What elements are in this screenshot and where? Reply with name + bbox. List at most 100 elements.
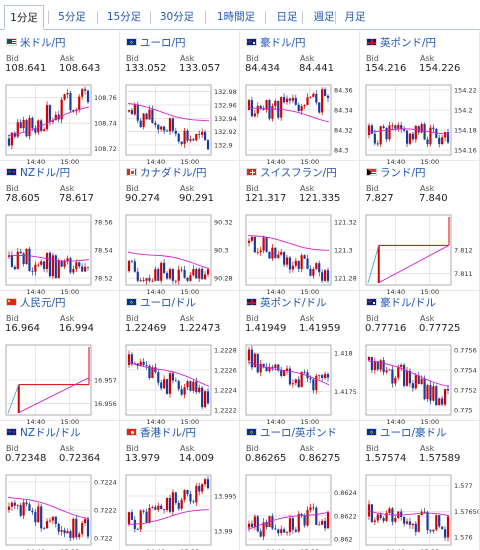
candle-body: [312, 379, 315, 391]
candle-body: [300, 255, 303, 269]
pair-title-link[interactable]: 豪ドル/円: [246, 36, 306, 50]
price-chart: 0.7224 0.7222 0.722 14:40 15:00: [5, 474, 117, 550]
candle-body: [247, 349, 251, 361]
y-tick-label: 0.722: [94, 535, 113, 543]
candle-body: [157, 372, 160, 383]
ask-label: Ask: [60, 314, 75, 323]
tab-2[interactable]: 15分足: [106, 11, 142, 23]
candle-body: [417, 126, 420, 133]
currency-panel[interactable]: 英ポンド/円 Bid Ask 154.216 154.226 154.22 154.2 154…: [360, 31, 480, 166]
pair-title-link[interactable]: ユーロ/英ポンド: [246, 426, 337, 440]
candle-body: [163, 126, 166, 131]
currency-panel[interactable]: 豪ドル/ドル Bid Ask 0.77716 0.77725 0.7756 0.7754 0.…: [360, 291, 480, 426]
candle-body: [78, 533, 81, 538]
pair-title-link[interactable]: ユーロ/ドル: [126, 296, 196, 310]
candle-body: [382, 360, 385, 373]
tab-4[interactable]: 1時間足: [216, 11, 256, 23]
candle-body: [10, 132, 14, 146]
pair-title-link[interactable]: 英ポンド/円: [366, 36, 436, 50]
series-line: [7, 384, 20, 414]
candle-body: [66, 258, 69, 262]
tab-7[interactable]: 月足: [344, 11, 366, 23]
candle-body: [142, 113, 145, 127]
tab-5[interactable]: 日足: [276, 11, 298, 23]
currency-panel[interactable]: 豪ドル/円 Bid Ask 84.434 84.441 84.36 84.34 84.32 84…: [240, 31, 360, 166]
ask-label: Ask: [60, 184, 75, 193]
y-tick-label: 0.7752: [454, 387, 477, 395]
currency-panel[interactable]: ユーロ/英ポンド Bid Ask 0.86265 0.86275 0.8624 0.8622…: [240, 421, 360, 550]
pair-title-link[interactable]: 人民元/円: [6, 296, 66, 310]
pair-title-link[interactable]: 英ポンド/ドル: [246, 296, 327, 310]
candle-body: [86, 519, 90, 537]
candle-body: [148, 507, 151, 523]
tab-separator: [150, 11, 151, 24]
y-tick-label: 154.2: [454, 107, 473, 115]
pair-title-link[interactable]: ユーロ/円: [126, 36, 186, 50]
currency-panel[interactable]: 米ドル/円 Bid Ask 108.641 108.643 108.76 108.74 108…: [0, 31, 120, 166]
candle-body: [163, 379, 166, 389]
candle-body: [408, 521, 412, 525]
candle-body: [297, 260, 300, 269]
currency-panel[interactable]: 英ポンド/ドル Bid Ask 1.41949 1.41959 1.418 1.4175 14…: [240, 291, 360, 426]
x-tick-label: 15:00: [300, 418, 319, 426]
pair-title-link[interactable]: NZドル/円: [6, 166, 70, 180]
pair-title-link[interactable]: NZドル/ドル: [6, 426, 81, 440]
y-tick-label: 0.775: [454, 407, 473, 415]
tab-1[interactable]: 5分足: [58, 11, 86, 23]
currency-panel[interactable]: 人民元/円 Bid Ask 16.964 16.994 16.957 16.956 14:40…: [0, 291, 120, 426]
currency-panel[interactable]: ユーロ/ドル Bid Ask 1.22469 1.22473 1.2228 1.2226 1.…: [120, 291, 240, 426]
candle-body: [291, 383, 294, 385]
candle-body: [271, 106, 274, 119]
pair-title-link[interactable]: 香港ドル/円: [126, 426, 196, 440]
tab-3[interactable]: 30分足: [159, 11, 195, 23]
ask-label: Ask: [300, 444, 315, 453]
candle-body: [72, 518, 75, 538]
candle-body: [136, 104, 139, 121]
candle-body: [145, 278, 148, 281]
x-tick-label: 15:00: [60, 288, 79, 296]
candle-body: [75, 262, 78, 270]
candle-body: [370, 125, 374, 134]
currency-panel[interactable]: ユーロ/円 Bid Ask 133.052 133.057 132.98 132.96 132…: [120, 31, 240, 166]
price-chart: 0.7756 0.7754 0.7752 0.775 14:40 15:00: [365, 344, 477, 426]
currency-panel[interactable]: ランド/円 Bid Ask 7.827 7.840 7.812 7.811 14:40 15:0…: [360, 161, 480, 296]
y-tick-label: 0.862: [334, 536, 353, 544]
ask-label: Ask: [420, 444, 435, 453]
pair-title-link[interactable]: 豪ドル/ドル: [366, 296, 436, 310]
pair-title-link[interactable]: 米ドル/円: [6, 36, 66, 50]
plot-frame: [365, 84, 452, 156]
currency-panel[interactable]: NZドル/円 Bid Ask 78.605 78.617 78.56 78.54 78.52 1…: [0, 161, 120, 296]
y-tick-label: 154.18: [454, 127, 477, 135]
candle-body: [297, 513, 300, 532]
currency-panel[interactable]: ユーロ/豪ドル Bid Ask 1.57574 1.57589 1.577 1.57650 1…: [360, 421, 480, 550]
candle-body: [10, 502, 14, 507]
pair-title-link[interactable]: スイスフラン/円: [246, 166, 337, 180]
ask-value: 14.009: [179, 453, 214, 464]
tab-6[interactable]: 週足: [313, 11, 335, 23]
bid-label: Bid: [246, 444, 259, 453]
candle-body: [247, 100, 251, 110]
bid-label: Bid: [366, 184, 379, 193]
candle-body: [180, 269, 183, 271]
candle-body: [198, 134, 201, 135]
tab-0[interactable]: 1分足: [4, 5, 44, 30]
y-tick-label: 90.28: [214, 275, 233, 283]
currency-panel[interactable]: カナダドル/円 Bid Ask 90.274 90.291 90.32 90.3 90.28 1…: [120, 161, 240, 296]
candle-body: [435, 128, 438, 138]
candle-body: [326, 511, 330, 529]
pair-title-link[interactable]: カナダドル/円: [126, 166, 207, 180]
candle-body: [294, 529, 297, 532]
currency-panel[interactable]: スイスフラン/円 Bid Ask 121.317 121.335 121.32 121.3 1…: [240, 161, 360, 296]
pair-title-link[interactable]: ランド/円: [366, 166, 426, 180]
candle-body: [429, 530, 432, 532]
pair-name: 英ポンド/円: [380, 37, 437, 49]
bid-value: 0.72348: [5, 453, 47, 464]
pair-name: スイスフラン/円: [260, 167, 337, 179]
candle-body: [274, 364, 277, 369]
candle-body: [154, 122, 157, 125]
pair-title-link[interactable]: ユーロ/豪ドル: [366, 426, 447, 440]
currency-panel[interactable]: NZドル/ドル Bid Ask 0.72348 0.72364 0.7224 0.7222 0…: [0, 421, 120, 550]
candle-body: [183, 269, 186, 278]
x-tick-label: 15:00: [180, 158, 199, 166]
